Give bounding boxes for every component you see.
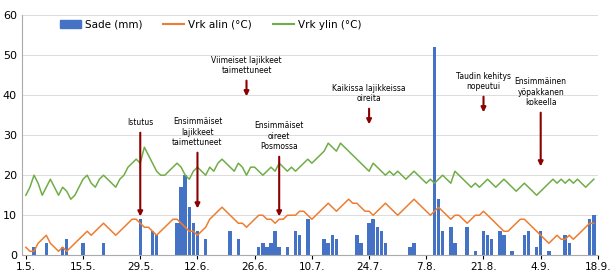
Text: Ensimmäiset
oireet
Posmossa: Ensimmäiset oireet Posmossa (255, 121, 304, 214)
Legend: Sade (mm), Vrk alin (°C), Vrk ylin (°C): Sade (mm), Vrk alin (°C), Vrk ylin (°C) (56, 15, 365, 34)
Bar (286, 247, 289, 255)
Bar (257, 247, 260, 255)
Bar (184, 175, 187, 255)
Bar (187, 207, 191, 255)
Bar (322, 239, 326, 255)
Bar (102, 243, 105, 255)
Bar (176, 223, 179, 255)
Bar (270, 243, 273, 255)
Bar (490, 239, 494, 255)
Bar (535, 247, 538, 255)
Bar (408, 247, 411, 255)
Bar (155, 235, 158, 255)
Bar (179, 187, 183, 255)
Bar (278, 247, 281, 255)
Text: Ensimmäiset
lajikkeet
taimettuneet: Ensimmäiset lajikkeet taimettuneet (172, 117, 223, 206)
Bar (523, 235, 526, 255)
Text: Taudin kehitys
nopeutui: Taudin kehitys nopeutui (456, 72, 511, 110)
Bar (482, 231, 485, 255)
Bar (437, 199, 440, 255)
Bar (196, 231, 199, 255)
Bar (273, 231, 277, 255)
Bar (33, 247, 36, 255)
Bar (449, 227, 453, 255)
Bar (355, 235, 359, 255)
Bar (192, 223, 195, 255)
Bar (412, 243, 416, 255)
Bar (473, 251, 477, 255)
Bar (204, 239, 208, 255)
Bar (498, 231, 502, 255)
Bar (527, 231, 530, 255)
Bar (588, 219, 591, 255)
Bar (359, 243, 363, 255)
Bar (228, 231, 232, 255)
Bar (335, 239, 338, 255)
Bar (327, 243, 330, 255)
Bar (61, 247, 64, 255)
Bar (139, 219, 142, 255)
Bar (65, 239, 68, 255)
Bar (502, 235, 506, 255)
Bar (293, 231, 297, 255)
Bar (330, 235, 334, 255)
Text: Kaikissa lajikkeissa
oireita: Kaikissa lajikkeissa oireita (332, 84, 406, 122)
Bar (384, 243, 387, 255)
Bar (564, 235, 567, 255)
Bar (45, 243, 48, 255)
Bar (265, 247, 269, 255)
Bar (592, 215, 596, 255)
Bar (379, 231, 383, 255)
Bar (465, 227, 469, 255)
Bar (539, 231, 542, 255)
Bar (298, 235, 301, 255)
Bar (261, 243, 265, 255)
Text: Viimeiset lajikkeet
taimettuneet: Viimeiset lajikkeet taimettuneet (211, 56, 282, 94)
Bar (441, 231, 445, 255)
Bar (367, 223, 371, 255)
Bar (371, 219, 375, 255)
Bar (547, 251, 551, 255)
Bar (236, 239, 240, 255)
Bar (376, 227, 379, 255)
Bar (486, 235, 489, 255)
Bar (306, 219, 309, 255)
Text: Ensimmäinen
yöpakkanen
kokeella: Ensimmäinen yöpakkanen kokeella (515, 77, 567, 164)
Bar (151, 231, 154, 255)
Bar (453, 243, 457, 255)
Bar (81, 243, 85, 255)
Bar (510, 251, 514, 255)
Bar (567, 243, 571, 255)
Text: Istutus: Istutus (127, 118, 154, 214)
Bar (433, 47, 436, 255)
